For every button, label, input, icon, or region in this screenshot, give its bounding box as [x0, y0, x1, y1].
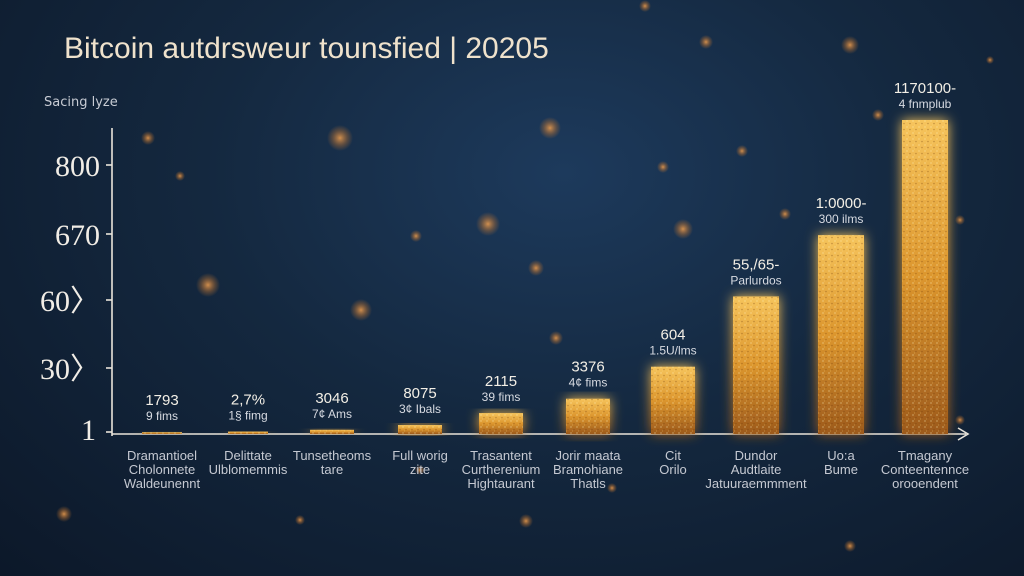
bokeh-dot — [986, 56, 994, 64]
bar-texture — [228, 431, 268, 434]
bokeh-dot — [476, 212, 500, 236]
bar-value-sublabel: 1§ fimg — [228, 409, 267, 423]
category-label: Curtherenium — [462, 462, 541, 477]
category-label: Cholonnete — [129, 462, 196, 477]
bar-value-label: 55,/65- — [733, 256, 780, 273]
category-label: Dramantioel — [127, 448, 197, 463]
category-label: Dundor — [735, 448, 778, 463]
bokeh-dot — [955, 415, 965, 425]
category-label: Bume — [824, 462, 858, 477]
bar-value-label: 3046 — [315, 390, 348, 407]
bar-value-label: 1793 — [145, 392, 178, 409]
bar-texture — [651, 366, 695, 434]
y-tick-labels: 800 670 60〉 30〉 1 — [40, 150, 100, 447]
y-tick-label: 1 — [81, 414, 96, 447]
bokeh-dot — [736, 145, 748, 157]
bar-value-sublabel: 9 fims — [146, 409, 178, 423]
chart-title: Bitcoin autdrsweur tounsfied | 20205 — [64, 32, 549, 65]
y-tick-label: 670 — [55, 219, 100, 252]
bar-texture — [310, 429, 354, 434]
bokeh-dot — [196, 273, 220, 297]
bar-texture — [733, 296, 779, 434]
bokeh-dot — [175, 171, 185, 181]
bar-texture — [142, 432, 182, 434]
category-label: Ulblomemmis — [209, 462, 288, 477]
category-label: Trasantent — [470, 448, 532, 463]
y-tick-label: 60〉 — [40, 285, 100, 318]
bar-value-label: 1:0000- — [816, 195, 867, 212]
y-tick-label: 30〉 — [40, 353, 100, 386]
category-label: Uo:a — [827, 448, 855, 463]
bokeh-dot — [539, 117, 561, 139]
y-tick-label: 800 — [55, 150, 100, 183]
bar-value-label: 604 — [660, 327, 685, 344]
bar-value-sublabel: 39 fims — [482, 390, 521, 404]
bokeh-dot — [639, 0, 651, 12]
bokeh-dot — [841, 36, 859, 54]
bokeh-dot — [519, 514, 533, 528]
bokeh-dot — [657, 161, 669, 173]
bars — [142, 120, 948, 434]
category-label: Tmagany — [898, 448, 953, 463]
y-axis — [106, 128, 113, 436]
bar-value-label: 2115 — [485, 373, 517, 390]
bokeh-dot — [528, 260, 544, 276]
bokeh-dot — [779, 208, 791, 220]
bar-texture — [566, 398, 610, 434]
bar-value-sublabel: 3¢ Ibals — [399, 402, 441, 416]
bar-value-sublabel: 4 fnmplub — [899, 97, 952, 111]
bokeh-dot — [410, 230, 422, 242]
bar-value-sublabel: 300 ilms — [819, 212, 864, 226]
category-label: orooendent — [892, 476, 958, 491]
y-axis-label: Sacing lyze — [44, 95, 118, 110]
category-label: Hightaurant — [467, 476, 535, 491]
category-label: Audtlaite — [731, 462, 782, 477]
bokeh-dot — [549, 331, 563, 345]
category-label: Waldeunennt — [124, 476, 201, 491]
bokeh-dot — [141, 131, 155, 145]
category-label: zite — [410, 462, 430, 477]
bar-value-sublabel: 1.5U/lms — [649, 344, 696, 358]
bokeh-dot — [844, 540, 856, 552]
bokeh-dot — [607, 483, 617, 493]
category-label: Full worig — [392, 448, 448, 463]
bokeh-dot — [699, 35, 713, 49]
category-label: Jatuuraemmment — [705, 476, 807, 491]
category-label: Thatls — [570, 476, 606, 491]
bar-value-label: 8075 — [403, 385, 436, 402]
bokeh-dot — [327, 125, 353, 151]
category-label: Jorir maata — [555, 448, 621, 463]
category-label: Orilo — [659, 462, 686, 477]
bokeh-dot — [872, 109, 884, 121]
bokeh-dot — [56, 506, 72, 522]
category-label: tare — [321, 462, 343, 477]
bar-value-label: 1170100- — [894, 80, 956, 97]
bar-value-sublabel: 7¢ Ams — [312, 407, 352, 421]
bar-texture — [479, 413, 523, 434]
bokeh-dot — [415, 465, 425, 475]
category-label: Tunsetheoms — [293, 448, 372, 463]
category-label: Delittate — [224, 448, 272, 463]
bar-texture — [902, 120, 948, 434]
bokeh-dot — [350, 299, 372, 321]
bar-texture — [398, 425, 442, 434]
bokeh-dot — [955, 215, 965, 225]
category-label: Bramohiane — [553, 462, 623, 477]
bokeh-dot — [295, 515, 305, 525]
bar-value-label: 3376 — [571, 359, 604, 376]
bar-value-sublabel: 4¢ fims — [569, 376, 608, 390]
bar-texture — [818, 235, 864, 434]
bar-value-label: 2,7% — [231, 392, 265, 409]
category-label: Cit — [665, 448, 681, 463]
bokeh-dot — [673, 219, 693, 239]
bar-value-sublabel: Parlurdos — [730, 273, 781, 287]
category-label: Conteentennce — [881, 462, 969, 477]
